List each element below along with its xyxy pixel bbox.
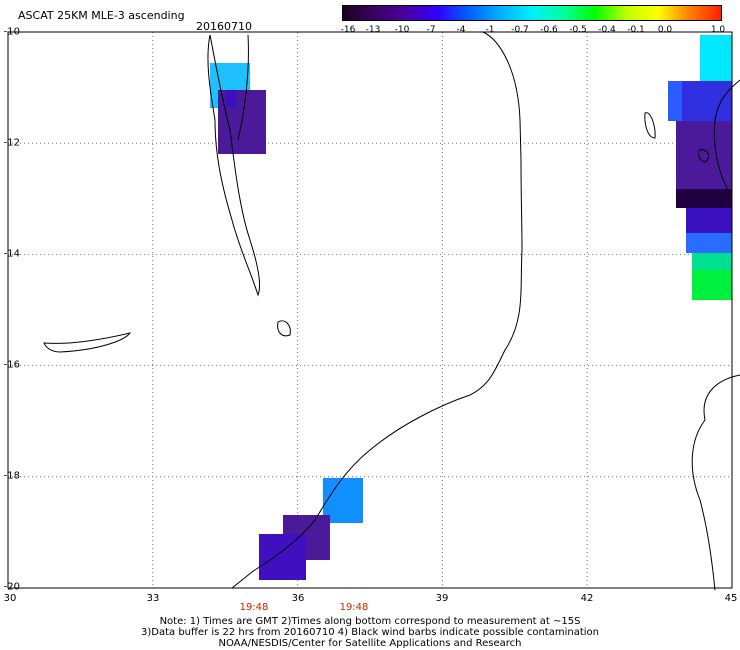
lat-label: -20 — [3, 581, 20, 593]
lon-label: 33 — [146, 593, 160, 604]
note-line: 3)Data buffer is 22 hrs from 20160710 4)… — [141, 627, 599, 638]
colorbar-label: 1.0 — [710, 25, 726, 35]
lake-island — [277, 320, 291, 337]
lat-label: -18 — [3, 470, 20, 482]
lake-malawi — [207, 34, 261, 297]
graticule — [8, 32, 732, 588]
colorbar-label: -1 — [485, 25, 495, 35]
lon-label: 36 — [291, 593, 305, 604]
lon-label: 30 — [3, 593, 17, 604]
madagascar-north — [713, 79, 740, 191]
madagascar-west — [691, 374, 740, 591]
lon-label: 42 — [580, 593, 594, 604]
swath-cell — [686, 233, 732, 253]
lake-kariba — [43, 332, 132, 353]
map-date: 20160710 — [196, 20, 252, 33]
swath-cell — [226, 90, 236, 108]
footer-notes: Note: 1) Times are GMT 2)Times along bot… — [0, 616, 740, 649]
colorbar-label: -13 — [365, 25, 381, 35]
colorbar-label: -0.4 — [598, 25, 616, 35]
map-title: ASCAT 25KM MLE-3 ascending — [18, 9, 185, 22]
note-line: NOAA/NESDIS/Center for Satellite Applica… — [218, 638, 522, 649]
plot-frame — [7, 31, 733, 589]
swath-cell — [259, 534, 306, 580]
lon-label: 39 — [435, 593, 449, 604]
lake-malawi-east — [237, 34, 249, 141]
coastlines — [43, 31, 740, 591]
colorbar-label: -10 — [394, 25, 410, 35]
mozambique-coast — [231, 31, 523, 589]
swath-cell — [700, 35, 732, 81]
colorbar-label: 0.0 — [657, 25, 673, 35]
swath-cell — [668, 81, 682, 121]
lat-label: -12 — [3, 137, 20, 149]
note-line: Note: 1) Times are GMT 2)Times along bot… — [159, 616, 581, 627]
lat-label: -16 — [3, 359, 20, 371]
colorbar-label: -4 — [456, 25, 466, 35]
lat-label: -14 — [3, 248, 20, 260]
wind-data-swaths — [210, 35, 732, 580]
small-island — [697, 149, 710, 163]
colorbar-label: -0.7 — [511, 25, 529, 35]
colorbar — [342, 5, 722, 21]
swath-cell — [686, 208, 732, 233]
swath-cell — [676, 189, 732, 208]
colorbar-label: -0.5 — [569, 25, 587, 35]
swath-cell — [676, 121, 732, 189]
colorbar-label: -16 — [340, 25, 356, 35]
lat-label: -10 — [3, 26, 20, 38]
swath-cell — [692, 270, 732, 300]
colorbar-label: -0.6 — [540, 25, 558, 35]
lon-label: 45 — [724, 593, 738, 604]
comoros — [644, 112, 656, 139]
pass-time-label: 19:48 — [339, 602, 369, 613]
colorbar-label: -7 — [426, 25, 436, 35]
pass-time-label: 19:48 — [239, 602, 269, 613]
colorbar-label: -0.1 — [627, 25, 645, 35]
